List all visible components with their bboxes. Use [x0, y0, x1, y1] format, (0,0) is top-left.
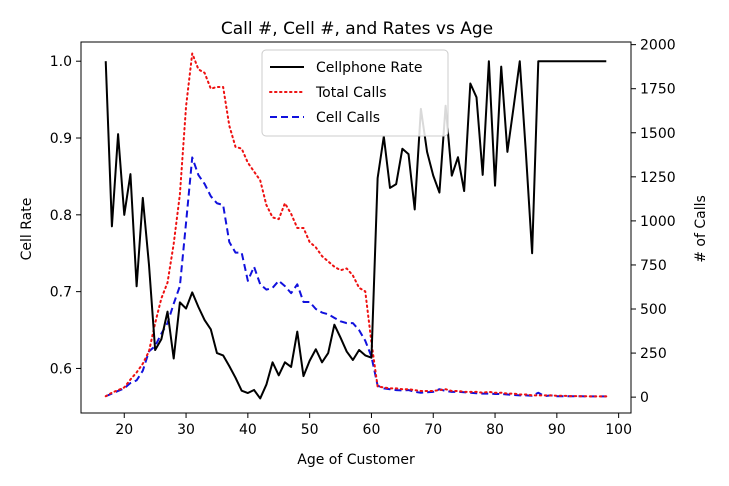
y-tick-label: 0.9	[50, 131, 72, 147]
legend-label-cellphone-rate: Cellphone Rate	[316, 60, 423, 76]
y2-axis-label: # of Calls	[693, 195, 709, 263]
y2-tick-label: 1000	[640, 214, 676, 230]
right-y-axis: 0 250 500 750 1000 1250 1500 1750 2000	[631, 38, 676, 406]
legend-box	[261, 49, 449, 137]
y2-tick-label: 250	[640, 346, 667, 362]
y2-tick-label: 500	[640, 302, 667, 318]
y-tick-label: 0.8	[50, 208, 72, 224]
left-y-axis: 0.6 0.7 0.8 0.9 1.0	[50, 54, 81, 377]
plot-frame	[80, 41, 632, 414]
x-tick-label: 80	[486, 422, 504, 438]
x-tick-label: 60	[363, 422, 381, 438]
legend: Cellphone Rate Total Calls Cell Calls	[261, 49, 449, 137]
y-axis-label: Cell Rate	[19, 198, 35, 261]
legend-label-total-calls: Total Calls	[315, 85, 387, 101]
x-tick-label: 40	[239, 422, 257, 438]
series-line-total-calls	[104, 52, 608, 398]
y2-tick-label: 2000	[640, 38, 676, 54]
y-tick-label: 0.7	[50, 285, 72, 301]
y2-tick-label: 1250	[640, 170, 676, 186]
y-tick-label: 0.6	[50, 361, 72, 377]
x-axis-label: Age of Customer	[297, 452, 415, 468]
y2-tick-label: 0	[640, 390, 649, 406]
x-tick-label: 90	[548, 422, 566, 438]
series-line-cell-calls	[105, 156, 607, 398]
x-tick-label: 50	[301, 422, 319, 438]
legend-label-cell-calls: Cell Calls	[316, 110, 380, 126]
chart-title: Call #, Cell #, and Rates vs Age	[221, 19, 493, 39]
y2-tick-label: 750	[640, 258, 667, 274]
x-axis: 20 30 40 50 60 70 80 90 100	[115, 413, 632, 438]
x-tick-label: 70	[424, 422, 442, 438]
x-tick-label: 30	[177, 422, 195, 438]
x-tick-label: 20	[115, 422, 133, 438]
series-line-cellphone-rate	[104, 60, 607, 400]
y-tick-label: 1.0	[50, 54, 72, 70]
y2-tick-label: 1750	[640, 82, 676, 98]
y2-tick-label: 1500	[640, 126, 676, 142]
x-tick-label: 100	[605, 422, 632, 438]
plot-lines	[104, 52, 608, 400]
